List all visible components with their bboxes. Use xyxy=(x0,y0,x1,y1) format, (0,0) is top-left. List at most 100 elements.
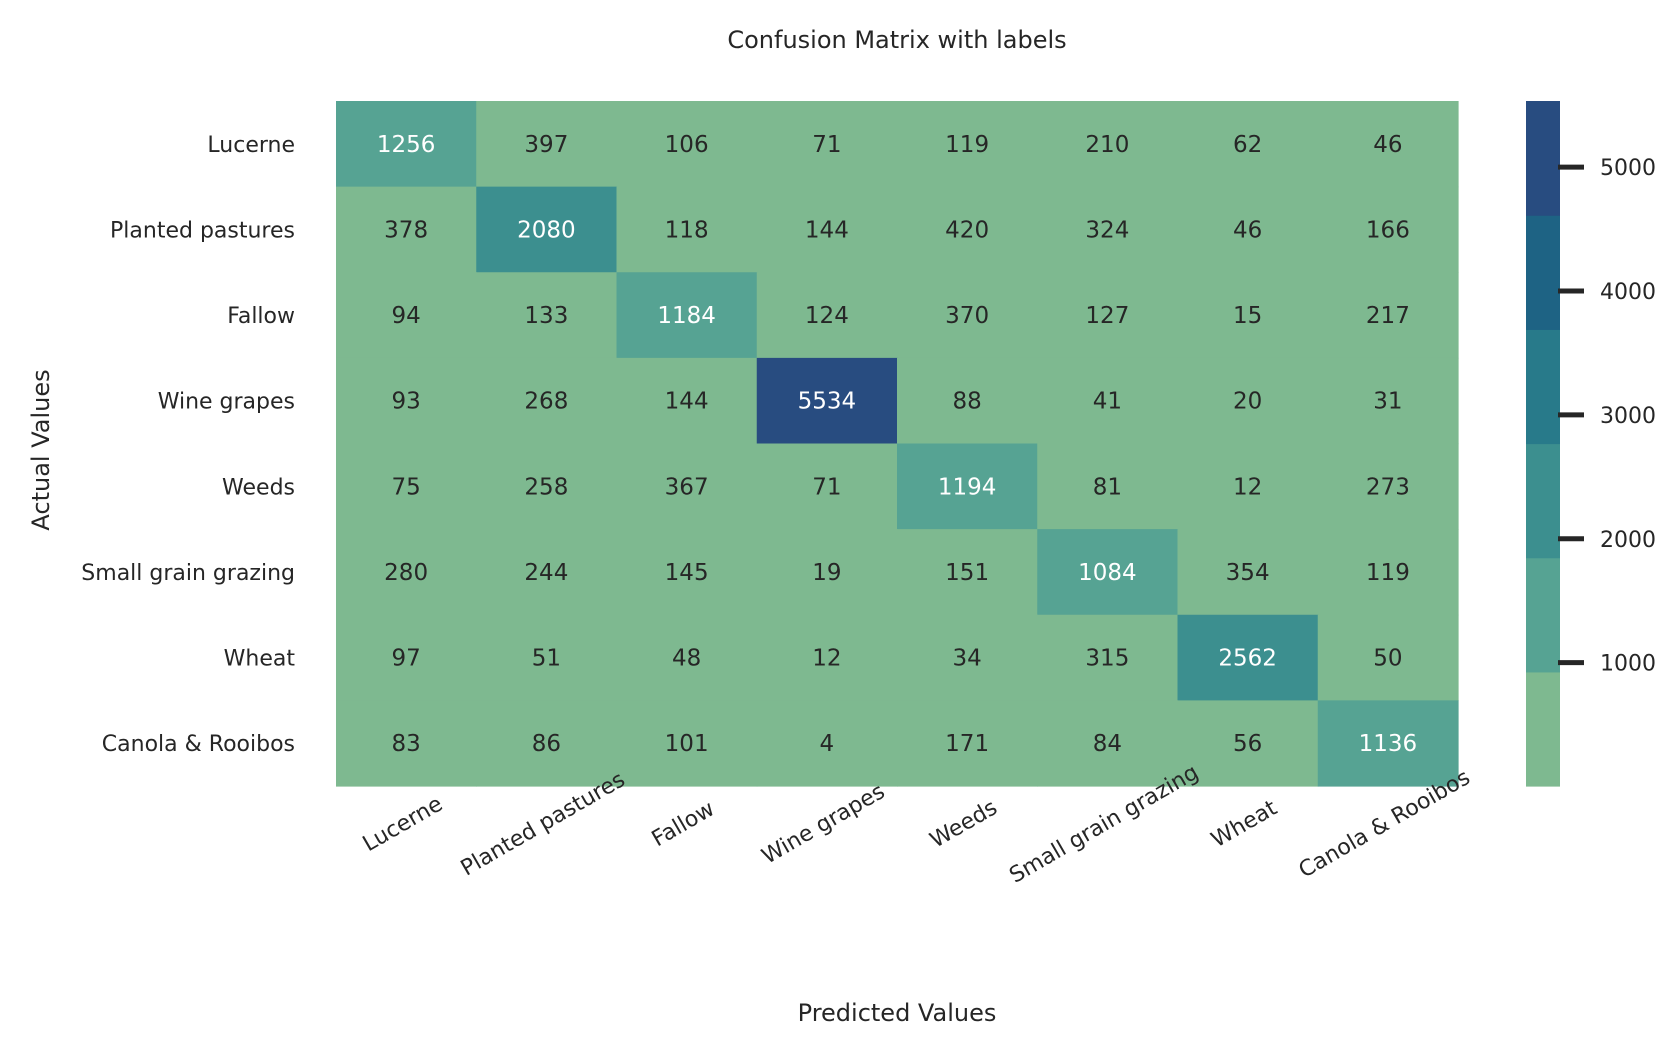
cell-value-label: 119 xyxy=(1366,560,1410,586)
cell-value-label: 2562 xyxy=(1218,646,1277,672)
heatmap-cell xyxy=(1037,272,1179,359)
heatmap-cell xyxy=(897,357,1038,445)
heatmap-cell xyxy=(1317,357,1459,445)
heatmap-cell xyxy=(336,614,477,701)
y-tick-label: Weeds xyxy=(222,475,295,500)
colorbar-segment xyxy=(1526,671,1560,787)
heatmap-cell xyxy=(756,186,898,273)
heatmap-cell xyxy=(336,700,477,787)
heatmap-cell xyxy=(1037,529,1179,616)
cell-value-label: 71 xyxy=(812,132,841,158)
y-tick-label: Canola & Rooibos xyxy=(102,732,295,757)
heatmap-cell xyxy=(476,443,618,530)
heatmap-cell xyxy=(756,272,898,359)
cell-value-label: 62 xyxy=(1233,132,1262,158)
heatmap-cell xyxy=(476,700,618,787)
y-axis-label: Actual Values xyxy=(27,369,55,530)
cell-value-label: 367 xyxy=(665,474,709,500)
heatmap-cell xyxy=(1317,443,1459,530)
y-tick-label: Wheat xyxy=(224,647,296,672)
heatmap-cell xyxy=(1177,700,1319,787)
colorbar-segment xyxy=(1526,101,1560,216)
heatmap-cell xyxy=(1317,101,1459,188)
heatmap-cell xyxy=(336,186,477,273)
cell-value-label: 12 xyxy=(1233,474,1262,500)
cell-value-label: 88 xyxy=(952,389,981,415)
cell-value-label: 56 xyxy=(1233,731,1262,757)
cell-value-label: 106 xyxy=(665,132,709,158)
cell-value-label: 145 xyxy=(665,560,709,586)
cell-value-label: 12 xyxy=(812,646,841,672)
colorbar-tick-label: 3000 xyxy=(1600,404,1656,429)
chart-title: Confusion Matrix with labels xyxy=(727,26,1066,54)
y-tick-label: Wine grapes xyxy=(158,390,295,415)
cell-value-label: 1194 xyxy=(938,474,997,500)
cell-value-label: 94 xyxy=(391,303,420,329)
heatmap-cell xyxy=(1177,443,1319,530)
heatmap-cell xyxy=(1037,443,1179,530)
cell-value-label: 15 xyxy=(1233,303,1262,329)
cell-value-label: 397 xyxy=(524,132,568,158)
heatmap-cell xyxy=(616,357,758,445)
cell-value-label: 144 xyxy=(665,389,709,415)
cell-value-label: 1184 xyxy=(657,303,716,329)
y-axis-tick-labels: Lucerne Planted pastures Fallow Wine grapes… xyxy=(81,133,295,757)
heatmap-cell xyxy=(897,443,1038,530)
cell-value-label: 258 xyxy=(524,474,568,500)
heatmap-cell xyxy=(476,272,618,359)
cell-value-label: 210 xyxy=(1085,132,1129,158)
heatmap-cell xyxy=(616,101,758,188)
heatmap-cell xyxy=(1037,101,1179,188)
cell-value-label: 34 xyxy=(952,646,981,672)
cell-value-label: 133 xyxy=(524,303,568,329)
heatmap-cell xyxy=(616,272,758,359)
colorbar-tick-label: 4000 xyxy=(1600,280,1656,305)
heatmap-cell xyxy=(476,614,618,701)
heatmap-cell xyxy=(476,186,618,273)
colorbar-segment xyxy=(1526,557,1560,673)
cell-value-label: 31 xyxy=(1373,389,1402,415)
cell-value-label: 19 xyxy=(812,560,841,586)
cell-value-label: 171 xyxy=(945,731,989,757)
heatmap-cell xyxy=(756,101,898,188)
cell-value-label: 324 xyxy=(1085,217,1129,243)
cell-value-label: 166 xyxy=(1366,217,1410,243)
cell-value-label: 217 xyxy=(1366,303,1410,329)
x-tick-label: Fallow xyxy=(648,797,719,853)
cell-value-label: 244 xyxy=(524,560,568,586)
heatmap-cell xyxy=(336,529,477,616)
x-axis-label: Predicted Values xyxy=(798,999,997,1027)
cell-value-label: 268 xyxy=(524,389,568,415)
heatmap-cell xyxy=(897,614,1038,701)
heatmap-cell xyxy=(1177,272,1319,359)
cell-value-label: 1136 xyxy=(1359,731,1418,757)
x-tick-label: Wheat xyxy=(1207,796,1282,854)
cell-value-label: 127 xyxy=(1085,303,1129,329)
cell-value-label: 101 xyxy=(665,731,709,757)
heatmap-cell xyxy=(1317,186,1459,273)
x-tick-label: Lucerne xyxy=(359,792,447,857)
cell-value-label: 20 xyxy=(1233,389,1262,415)
cell-value-label: 83 xyxy=(391,731,420,757)
heatmap-cell xyxy=(1177,357,1319,445)
cell-value-label: 1084 xyxy=(1078,560,1137,586)
cell-value-label: 41 xyxy=(1093,389,1122,415)
cell-value-label: 93 xyxy=(391,389,420,415)
heatmap-cell xyxy=(1037,357,1179,445)
heatmap-cell xyxy=(616,443,758,530)
heatmap-cell xyxy=(1177,186,1319,273)
cell-value-label: 151 xyxy=(945,560,989,586)
heatmap-cell xyxy=(756,443,898,530)
cell-value-label: 315 xyxy=(1085,646,1129,672)
cell-value-label: 370 xyxy=(945,303,989,329)
cell-value-label: 124 xyxy=(805,303,849,329)
heatmap-cell xyxy=(1177,614,1319,701)
heatmap-cell xyxy=(1037,614,1179,701)
cell-value-label: 280 xyxy=(384,560,428,586)
heatmap-cell xyxy=(1317,700,1459,787)
heatmap-cell xyxy=(476,101,618,188)
cell-value-label: 97 xyxy=(391,646,420,672)
cell-value-label: 4 xyxy=(820,731,835,757)
